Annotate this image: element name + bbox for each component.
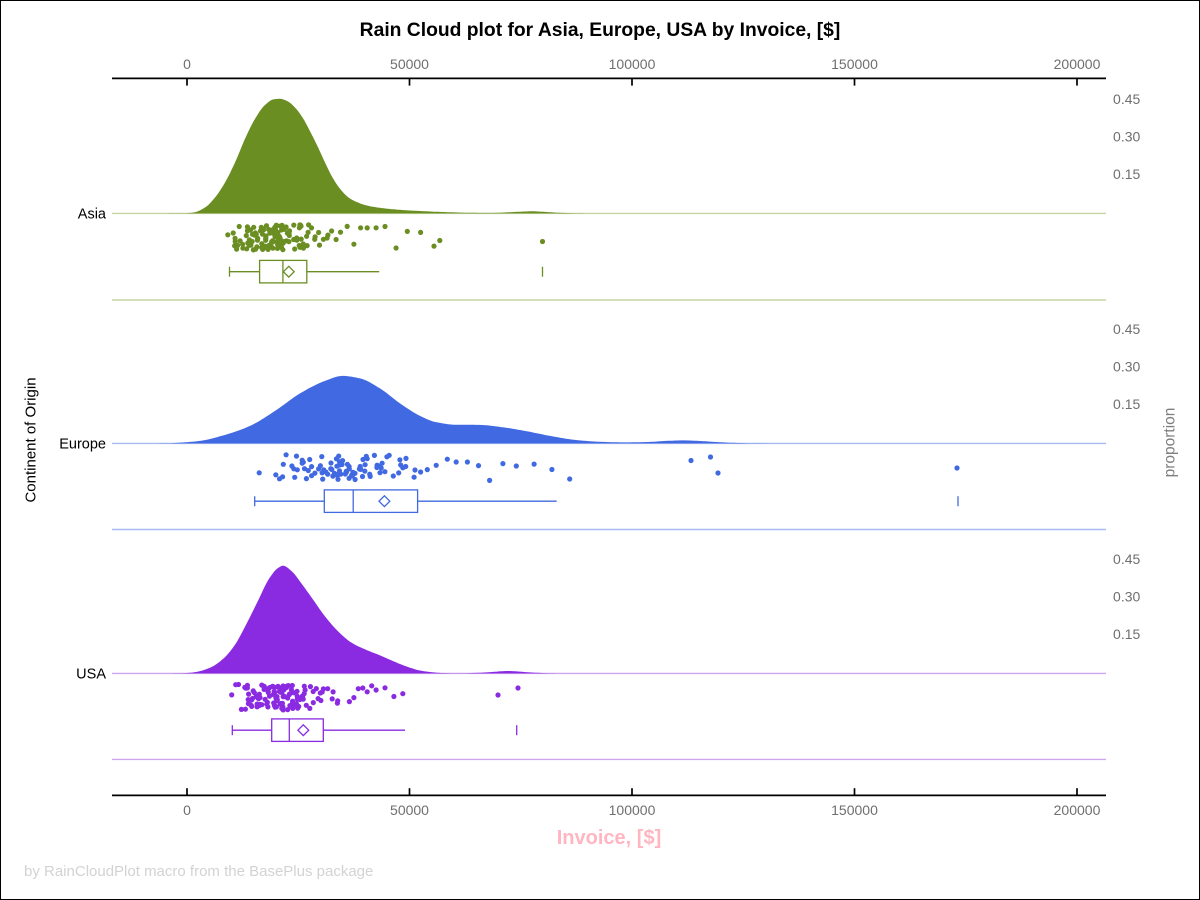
svg-text:proportion: proportion (1161, 408, 1178, 478)
svg-text:Asia: Asia (78, 206, 107, 222)
svg-text:0.15: 0.15 (1113, 626, 1140, 642)
svg-text:50000: 50000 (390, 802, 429, 818)
svg-text:150000: 150000 (831, 802, 878, 818)
svg-text:200000: 200000 (1054, 56, 1101, 72)
svg-text:0.30: 0.30 (1113, 358, 1140, 374)
svg-text:200000: 200000 (1054, 802, 1101, 818)
svg-text:0: 0 (183, 56, 191, 72)
svg-text:150000: 150000 (831, 56, 878, 72)
svg-text:100000: 100000 (609, 802, 656, 818)
svg-text:USA: USA (76, 666, 106, 682)
svg-text:0.30: 0.30 (1113, 128, 1140, 144)
svg-text:100000: 100000 (609, 56, 656, 72)
svg-text:by RainCloudPlot macro from th: by RainCloudPlot macro from the BasePlus… (24, 863, 373, 880)
svg-text:Rain Cloud plot for Asia, Euro: Rain Cloud plot for Asia, Europe, USA by… (360, 20, 841, 41)
svg-text:Invoice, [$]: Invoice, [$] (557, 827, 661, 849)
svg-text:0.30: 0.30 (1113, 588, 1140, 604)
svg-text:0.45: 0.45 (1113, 91, 1140, 107)
svg-text:0.45: 0.45 (1113, 321, 1140, 337)
svg-text:0: 0 (183, 802, 191, 818)
svg-text:50000: 50000 (390, 56, 429, 72)
svg-text:Europe: Europe (59, 436, 106, 452)
svg-text:0.15: 0.15 (1113, 166, 1140, 182)
svg-text:0.45: 0.45 (1113, 551, 1140, 567)
svg-text:0.15: 0.15 (1113, 396, 1140, 412)
svg-text:Continent of Origin: Continent of Origin (22, 377, 39, 502)
